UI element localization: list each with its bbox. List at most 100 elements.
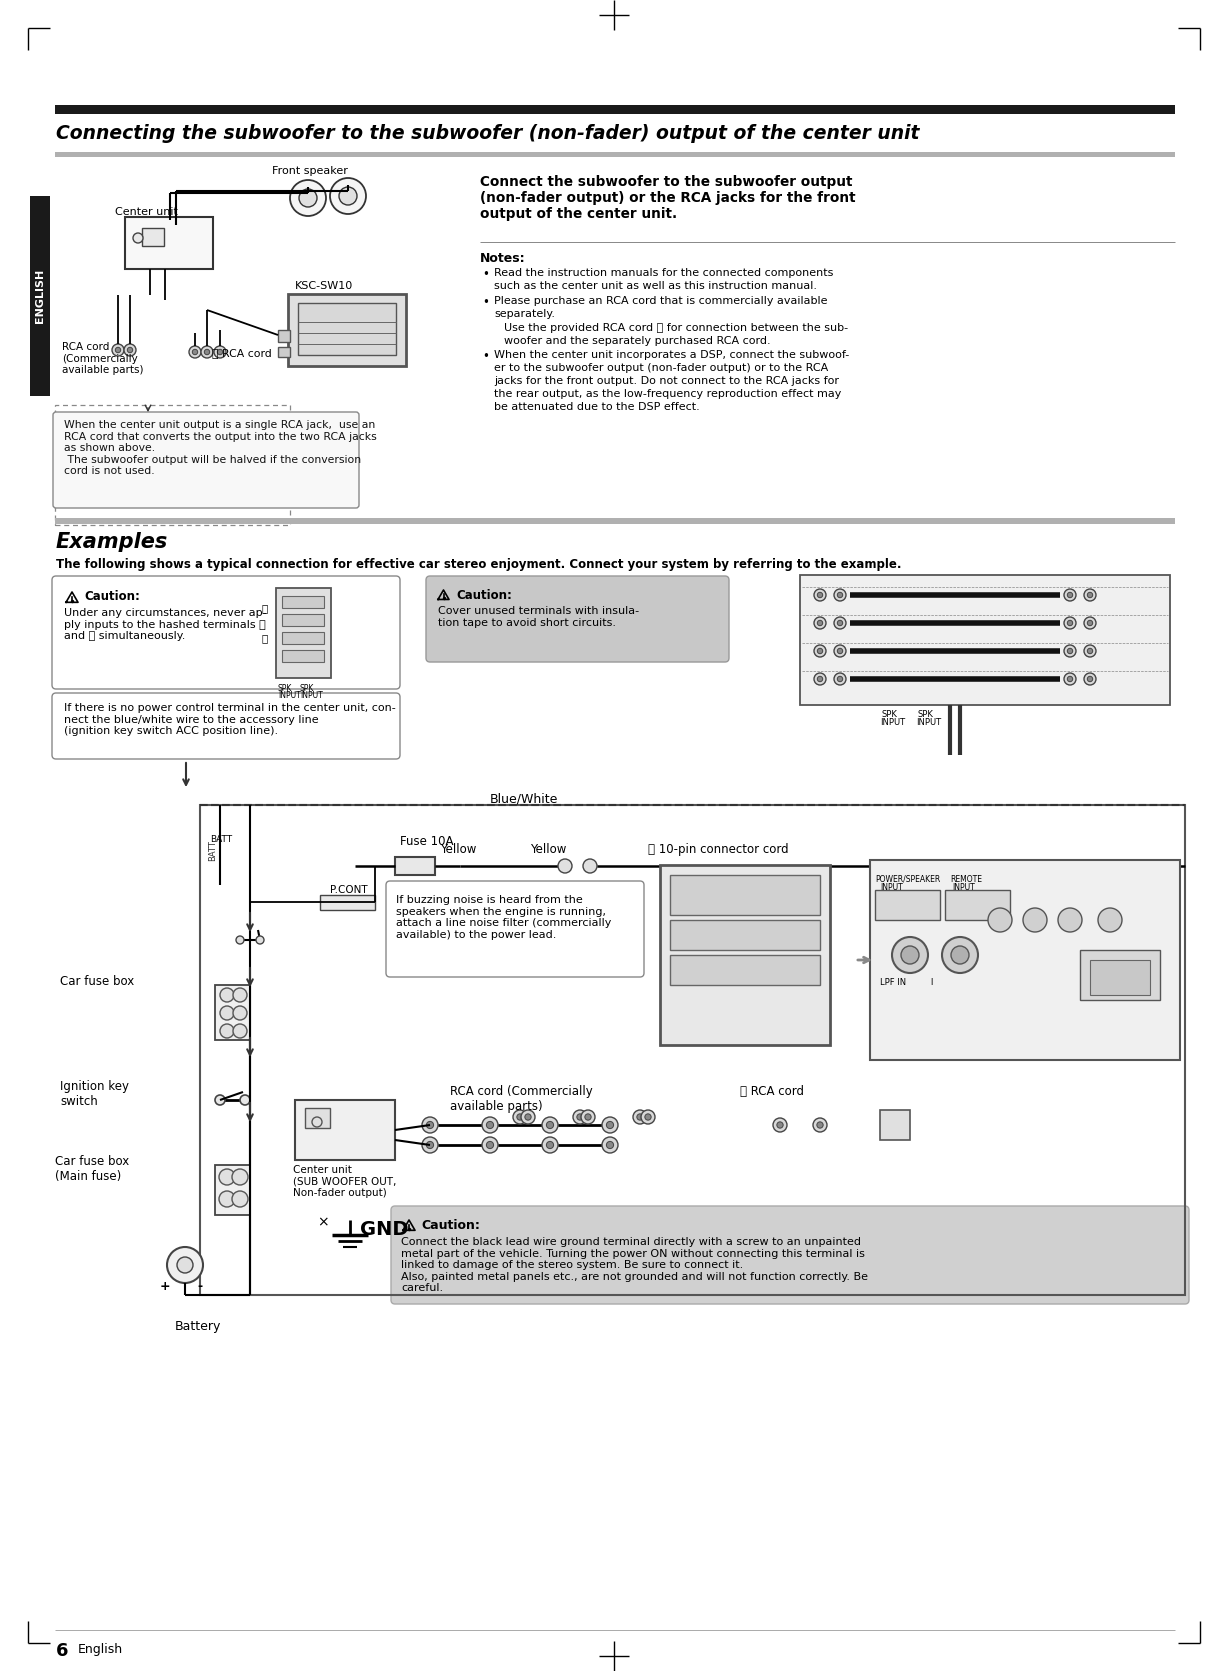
Bar [321,896,375,911]
Bar [276,588,332,678]
Text: ⓘ RCA cord: ⓘ RCA cord [740,1084,804,1098]
Circle shape [177,1257,193,1273]
Text: Connect the subwoofer to the subwoofer output
(non-fader output) or the RCA jack: Connect the subwoofer to the subwoofer o… [480,175,856,221]
Circle shape [422,1116,438,1133]
Text: When the center unit incorporates a DSP, connect the subwoof-: When the center unit incorporates a DSP,… [494,349,850,359]
Text: Fuse 10A: Fuse 10A [400,836,453,847]
Text: Ⓑ: Ⓑ [262,633,268,643]
Circle shape [220,1024,235,1038]
Text: Under any circumstances, never ap-
ply inputs to the hashed terminals Ⓐ
and Ⓑ si: Under any circumstances, never ap- ply i… [64,608,266,642]
Circle shape [513,1110,527,1125]
Text: RCA cord (Commercially
available parts): RCA cord (Commercially available parts) [449,1084,593,1113]
Circle shape [312,1116,322,1126]
Circle shape [585,1115,591,1120]
Circle shape [426,1141,433,1148]
Text: If there is no power control terminal in the center unit, con-
nect the blue/whi: If there is no power control terminal in… [64,703,395,737]
Circle shape [818,620,823,625]
Text: l: l [930,978,932,988]
Circle shape [546,1121,554,1128]
Circle shape [546,1141,554,1148]
FancyBboxPatch shape [426,576,729,662]
Circle shape [1087,620,1093,625]
Circle shape [204,349,210,354]
Circle shape [128,348,133,353]
Bar [305,1108,330,1128]
Text: Car fuse box: Car fuse box [60,974,134,988]
Bar [29,196,50,396]
Text: Center unit: Center unit [115,207,178,217]
Text: Blue/White: Blue/White [490,794,559,805]
Circle shape [167,1247,203,1283]
Text: P.CONT: P.CONT [330,886,367,896]
Bar [55,152,1175,157]
FancyBboxPatch shape [386,881,643,978]
Bar [295,1100,395,1160]
Circle shape [834,645,846,657]
Text: BATT: BATT [209,841,217,861]
Circle shape [1063,588,1076,602]
Circle shape [1063,617,1076,628]
Circle shape [1067,592,1073,598]
Text: Car fuse box
(Main fuse): Car fuse box (Main fuse) [55,1155,129,1183]
Circle shape [124,344,136,356]
Circle shape [298,189,317,207]
Bar [55,105,1175,114]
Circle shape [1084,673,1097,685]
Text: Please purchase an RCA cord that is commercially available: Please purchase an RCA cord that is comm… [494,296,828,306]
Circle shape [632,1110,647,1125]
Text: -: - [196,1280,203,1293]
Text: Yellow: Yellow [530,842,566,856]
Circle shape [1084,645,1097,657]
Bar [289,294,406,366]
Circle shape [901,946,919,964]
Circle shape [818,677,823,682]
Circle shape [1084,617,1097,628]
Circle shape [573,1110,587,1125]
Bar [55,404,290,525]
Text: Front speaker: Front speaker [271,165,348,175]
Circle shape [1059,907,1082,932]
Bar [282,597,324,608]
Circle shape [813,1118,826,1131]
Text: INPUT: INPUT [278,692,301,700]
Bar [215,1165,251,1215]
Circle shape [641,1110,655,1125]
Circle shape [542,1136,558,1153]
Circle shape [581,1110,596,1125]
Circle shape [814,673,826,685]
Text: ENGLISH: ENGLISH [36,269,45,323]
Text: INPUT: INPUT [916,719,941,727]
Bar [200,805,1185,1295]
Circle shape [989,907,1012,932]
FancyBboxPatch shape [52,576,400,688]
Circle shape [115,348,120,353]
Text: •: • [483,349,489,363]
Circle shape [1084,588,1097,602]
Circle shape [950,946,969,964]
Text: SPK: SPK [919,710,933,719]
Circle shape [1063,645,1076,657]
Text: •: • [483,267,489,281]
Text: LPF IN: LPF IN [880,978,906,988]
Bar [670,921,820,951]
Text: GND: GND [360,1220,409,1238]
Text: English: English [79,1643,123,1656]
Circle shape [607,1121,614,1128]
Text: Caution:: Caution: [421,1220,480,1232]
Bar [278,348,290,358]
Text: SPK: SPK [278,683,292,693]
FancyBboxPatch shape [53,413,359,508]
Circle shape [817,1121,823,1128]
Circle shape [220,1006,235,1019]
Circle shape [201,346,212,358]
Circle shape [215,1095,225,1105]
Circle shape [583,859,597,872]
Text: Yellow: Yellow [440,842,476,856]
Text: the rear output, as the low-frequency reproduction effect may: the rear output, as the low-frequency re… [494,389,841,399]
Text: POWER/SPEAKER: POWER/SPEAKER [876,876,941,884]
FancyBboxPatch shape [391,1206,1189,1303]
Circle shape [217,349,222,354]
Text: Center unit
(SUB WOOFER OUT,
Non-fader output): Center unit (SUB WOOFER OUT, Non-fader o… [293,1165,397,1198]
Text: INPUT: INPUT [880,719,905,727]
Bar [142,227,165,246]
